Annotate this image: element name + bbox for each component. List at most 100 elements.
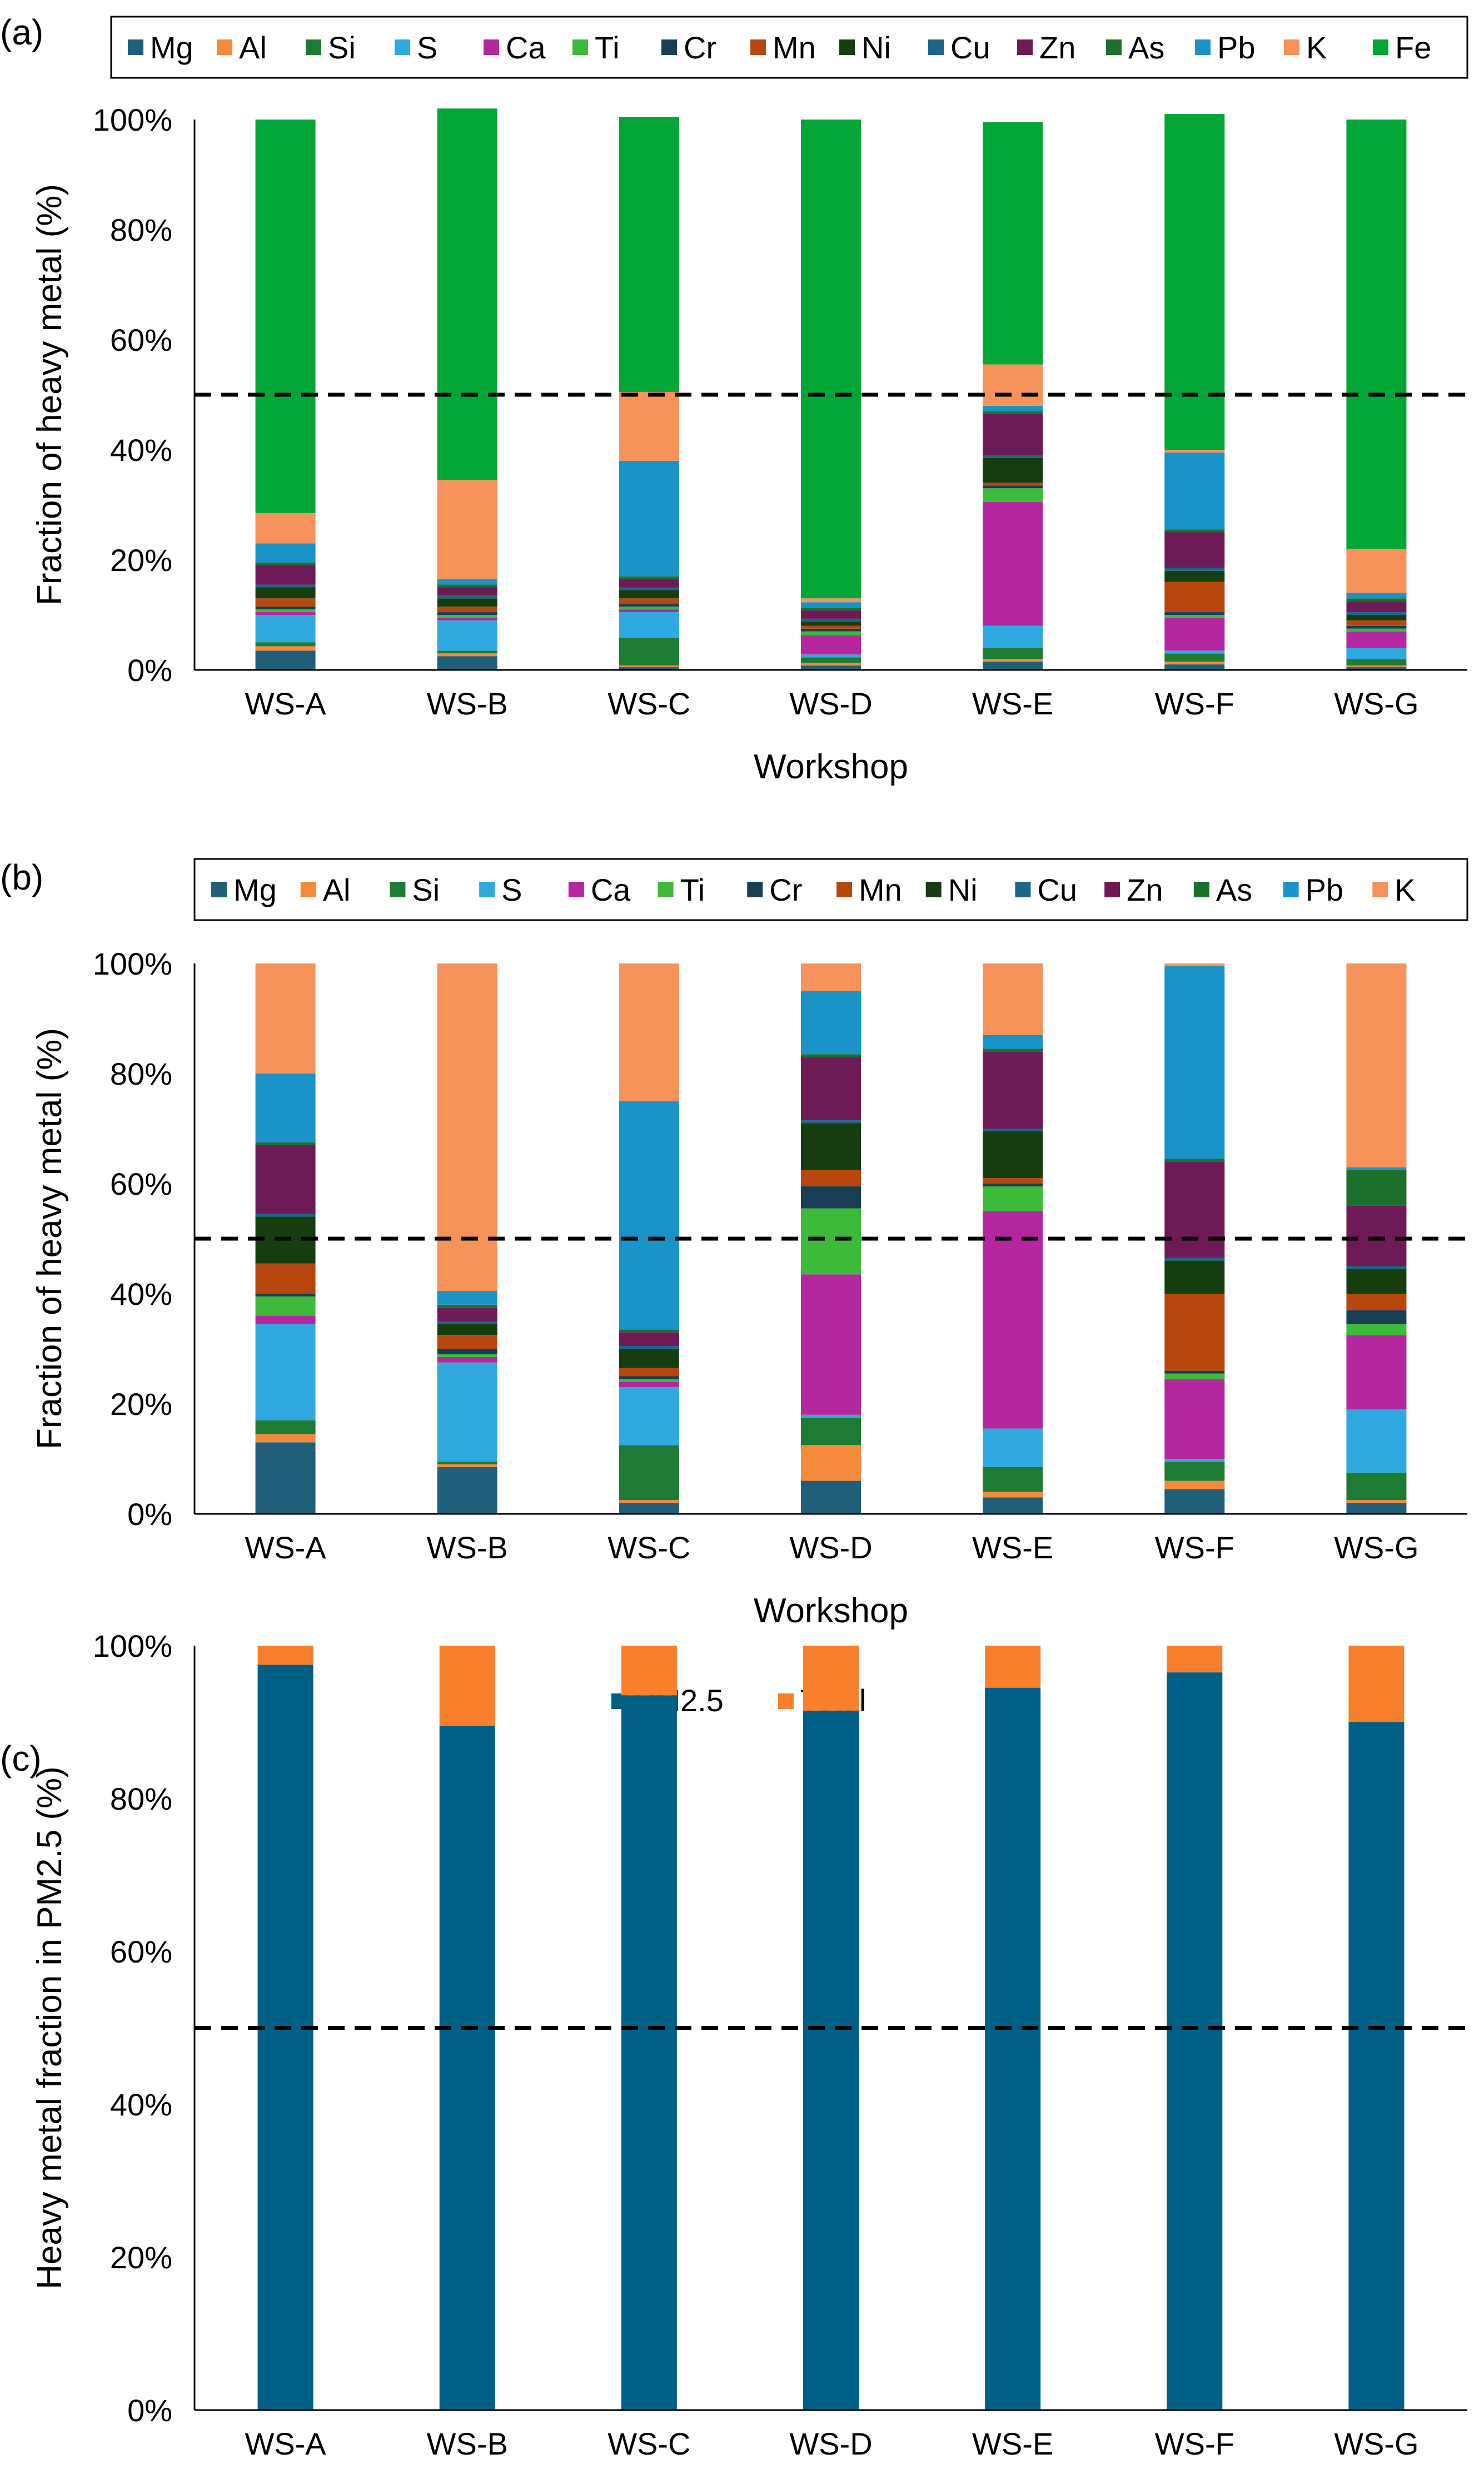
bar-segment-ws-a-mn: [255, 1263, 316, 1294]
y-tick-label: 40%: [110, 2087, 172, 2122]
bar-segment-ws-g-mg: [1346, 1503, 1407, 1514]
bar-segment-ws-b-si: [437, 1461, 497, 1464]
bar-segment-ws-b-cu: [437, 595, 497, 599]
bar-segment-ws-c-si: [619, 638, 679, 666]
bar-segment-ws-d-fe: [801, 120, 861, 599]
bar-segment-ws-f-zn: [1164, 532, 1225, 568]
y-tick-label: 100%: [93, 1628, 172, 1663]
y-axis-title: Fraction of heavy metal (%): [31, 184, 69, 605]
legend: Mg Al Si S Ca Ti Cr Mn Ni Cu Zn As Pb K Fe: [110, 16, 1468, 79]
legend-swatch-pb: [1283, 882, 1299, 897]
legend-label-cu: Cu: [950, 30, 990, 65]
y-tick-label: 0%: [127, 2393, 172, 2428]
panel-letter: (c): [0, 1738, 42, 1779]
bar-segment-ws-a-mg: [255, 1442, 316, 1514]
bar-segment-ws-d-zn: [801, 610, 861, 619]
bar-segment-ws-g-pb: [1346, 593, 1407, 599]
y-tick-label: 80%: [110, 1056, 172, 1091]
bar-segment-ws-c-zn: [619, 1332, 679, 1347]
bar-segment-ws-f-mn: [1164, 582, 1225, 613]
y-tick-label: 40%: [110, 1276, 172, 1311]
bar-segment-ws-e-total: [985, 1646, 1041, 1688]
y-tick-label: 100%: [93, 946, 172, 981]
y-tick-label: 20%: [110, 543, 172, 578]
bar-segment-ws-c-fe: [619, 117, 679, 393]
legend-swatch-ti: [572, 39, 588, 55]
x-tick-label: WS-A: [245, 1530, 326, 1565]
bar-segment-ws-a-ca: [255, 612, 316, 615]
y-axis-title: Fraction of heavy metal (%): [31, 1028, 69, 1449]
bar-segment-ws-d-si: [801, 1417, 861, 1445]
bar-segment-ws-g-zn: [1346, 601, 1407, 613]
bar-segment-ws-f-si: [1164, 1461, 1225, 1481]
bar-segment-ws-a-ti: [255, 1296, 316, 1316]
legend-swatch-total: [778, 1693, 794, 1709]
bar-segment-ws-g-s: [1346, 648, 1407, 659]
bar-segment-ws-d-pm25: [803, 1710, 859, 2410]
bar-segment-ws-b-al: [437, 1464, 497, 1467]
bar-segment-ws-d-ni: [801, 1123, 861, 1170]
legend-swatch-ca: [568, 882, 584, 897]
bar-segment-ws-b-pb: [437, 579, 497, 585]
legend-label-cr: Cr: [684, 30, 716, 65]
bar-segment-ws-e-ni: [983, 1131, 1043, 1179]
bar-segment-ws-g-mn: [1346, 620, 1407, 626]
y-tick-label: 80%: [110, 212, 172, 247]
x-tick-label: WS-E: [972, 2426, 1053, 2461]
legend-swatch-k: [1284, 39, 1299, 55]
bar-segment-ws-f-cr: [1164, 612, 1225, 615]
bar-segment-ws-f-cr: [1164, 1370, 1225, 1374]
bar-segment-ws-g-as: [1346, 1170, 1407, 1206]
legend-swatch-mn: [836, 882, 852, 897]
legend-swatch-si: [306, 39, 321, 55]
bar-segment-ws-e-mg: [983, 662, 1043, 670]
legend-swatch-fe: [1373, 39, 1388, 55]
bar-segment-ws-g-ti: [1346, 628, 1407, 632]
bar-segment-ws-e-as: [983, 1049, 1043, 1052]
legend-label-ni: Ni: [948, 872, 978, 907]
y-tick-label: 60%: [110, 322, 172, 357]
x-tick-label: WS-C: [607, 1530, 690, 1565]
bar-segment-ws-b-k: [437, 480, 497, 579]
bar-segment-ws-g-s: [1346, 1409, 1407, 1473]
bar-segment-ws-b-si: [437, 650, 497, 654]
bar-segment-ws-a-pb: [255, 543, 316, 563]
bar-segment-ws-e-as: [983, 411, 1043, 414]
bar-segment-ws-b-ti: [437, 615, 497, 618]
x-axis-title: Workshop: [754, 1592, 908, 1630]
legend-swatch-cu: [928, 39, 944, 55]
legend-label-zn: Zn: [1127, 872, 1163, 907]
bar-segment-ws-g-cr: [1346, 1310, 1407, 1324]
bar-segment-ws-g-ca: [1346, 1335, 1407, 1409]
y-tick-label: 60%: [110, 1934, 172, 1969]
bar-segment-ws-d-mn: [801, 625, 861, 629]
legend: Mg Al Si S Ca Ti Cr Mn Ni Cu Zn As Pb K: [193, 858, 1468, 921]
bar-segment-ws-g-mg: [1346, 667, 1407, 670]
bar-segment-ws-e-al: [983, 659, 1043, 662]
bar-segment-ws-d-ca: [801, 1274, 861, 1415]
x-tick-label: WS-F: [1155, 1530, 1234, 1565]
x-tick-label: WS-C: [607, 2426, 690, 2461]
bar-segment-ws-d-mg: [801, 665, 861, 670]
legend-label-mg: Mg: [233, 872, 277, 907]
bar-segment-ws-f-fe: [1164, 114, 1225, 450]
x-tick-label: WS-E: [972, 686, 1053, 721]
bar-segment-ws-a-cu: [255, 1214, 316, 1217]
bar-segment-ws-b-pm25: [439, 1726, 495, 2410]
panel-letter: (b): [0, 857, 43, 897]
bar-segment-ws-a-ti: [255, 609, 316, 613]
bar-segment-ws-g-ni: [1346, 615, 1407, 620]
bar-segment-ws-b-ti: [437, 1354, 497, 1357]
bar-segment-ws-f-ca: [1164, 1379, 1225, 1459]
y-tick-label: 0%: [127, 1497, 172, 1532]
bar-segment-ws-b-zn: [437, 587, 497, 596]
legend-swatch-s: [479, 882, 495, 897]
x-tick-label: WS-C: [607, 686, 690, 721]
bar-segment-ws-b-as: [437, 584, 497, 588]
bar-segment-ws-a-fe: [255, 120, 316, 513]
bar-segment-ws-c-as: [619, 1329, 679, 1333]
bar-segment-ws-c-zn: [619, 579, 679, 588]
bar-segment-ws-b-mg: [437, 656, 497, 670]
bar-segment-ws-d-total: [803, 1646, 859, 1711]
x-tick-label: WS-G: [1334, 1530, 1418, 1565]
